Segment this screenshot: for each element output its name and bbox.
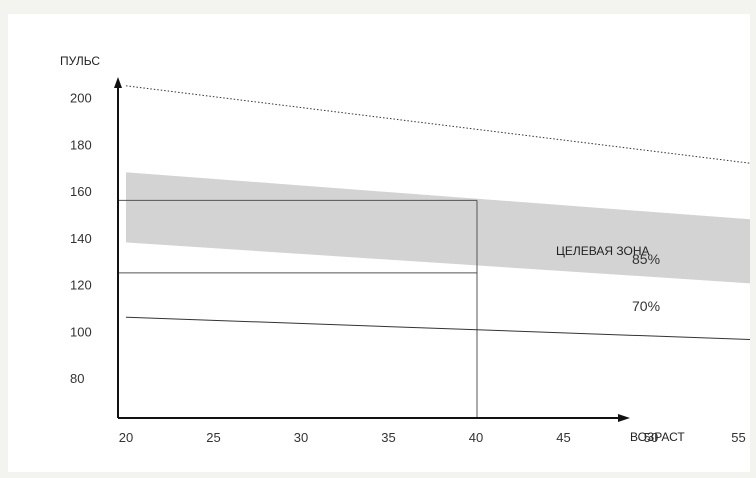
y-tick-label: 160 xyxy=(70,184,92,199)
target-zone-label: ЦЕЛЕВАЯ ЗОНА xyxy=(556,244,650,258)
y-tick-label: 140 xyxy=(70,231,92,246)
y-axis-arrow xyxy=(114,77,122,88)
zone-70-percent-label: 70% xyxy=(632,298,660,314)
y-axis-title: ПУЛЬС xyxy=(60,54,100,68)
x-tick-label: 35 xyxy=(381,430,395,445)
x-tick-label: 40 xyxy=(469,430,483,445)
x-tick-label: 45 xyxy=(556,430,570,445)
heart-rate-chart: МАКСИМУМРАСТЯЖКАЦЕЛЕВАЯ ЗОНА85%70%ПУЛЬСВ… xyxy=(60,54,750,445)
y-tick-label: 80 xyxy=(70,371,84,386)
y-tick-label: 100 xyxy=(70,324,92,339)
x-axis-arrow xyxy=(618,414,630,422)
x-tick-label: 55 xyxy=(731,430,745,445)
y-tick-label: 180 xyxy=(70,137,92,152)
x-tick-label: 25 xyxy=(206,430,220,445)
y-tick-label: 120 xyxy=(70,278,92,293)
y-tick-label: 200 xyxy=(70,91,92,106)
target-zone-band xyxy=(126,172,750,284)
series-line-stretch xyxy=(125,316,750,341)
x-axis-title: ВОЗРАСТ xyxy=(630,430,685,444)
x-tick-label: 30 xyxy=(294,430,308,445)
series-line-maximum xyxy=(125,85,750,164)
chart-frame: МАКСИМУМРАСТЯЖКАЦЕЛЕВАЯ ЗОНА85%70%ПУЛЬСВ… xyxy=(8,14,750,472)
x-tick-label: 50 xyxy=(644,430,658,445)
x-tick-label: 20 xyxy=(119,430,133,445)
zone-85-percent-label: 85% xyxy=(632,251,660,267)
